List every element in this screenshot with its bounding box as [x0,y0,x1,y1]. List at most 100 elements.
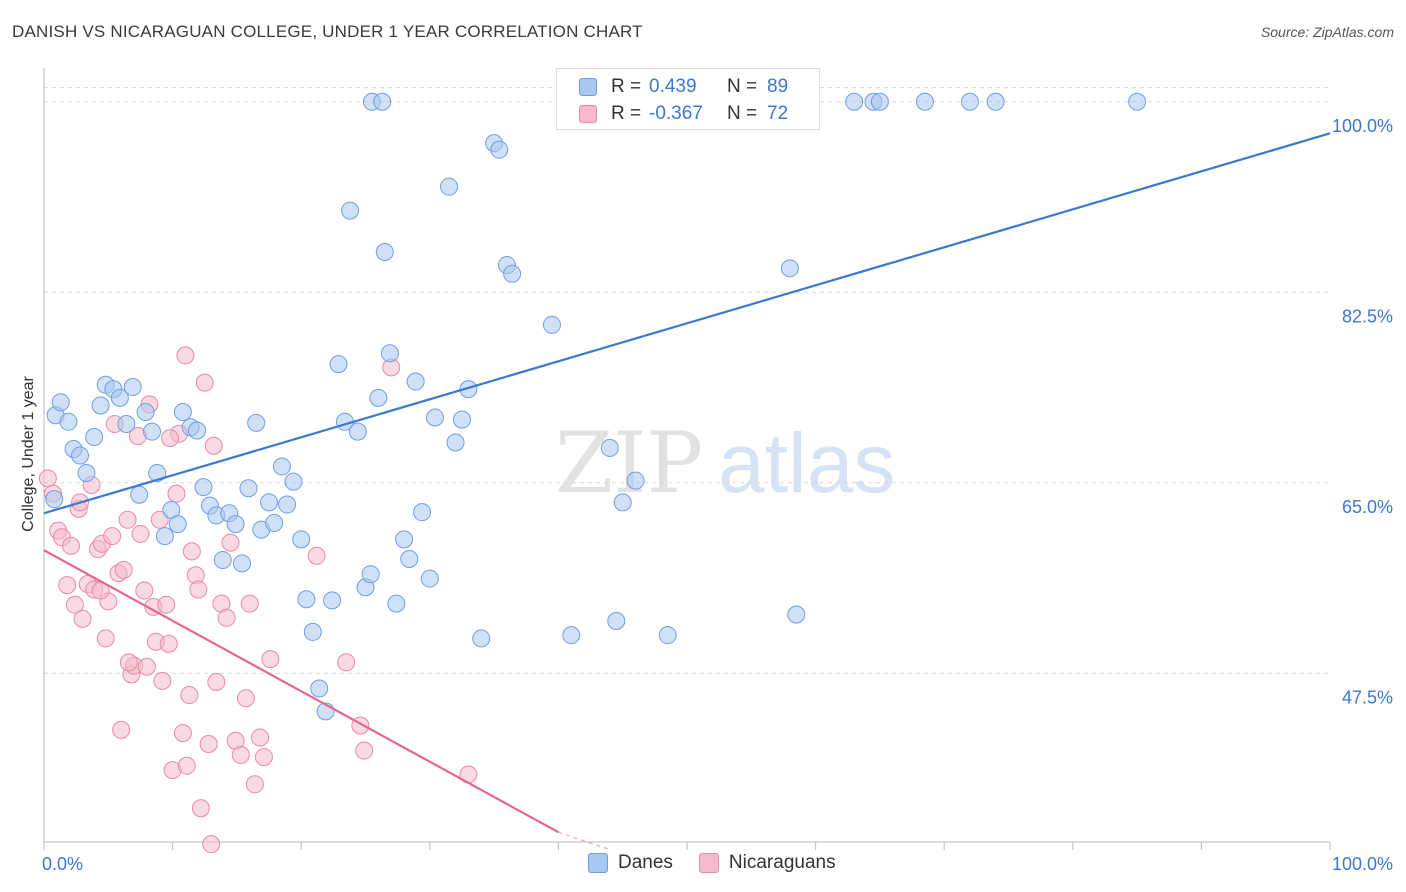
dane-point [272,457,291,476]
axes [43,68,1331,850]
dane-point [45,490,64,509]
n-value: 89 [767,76,789,97]
danes-swatch [579,78,597,96]
n-label: N = [727,103,758,124]
nicaraguans-swatch [698,853,719,873]
nicaraguan-point [245,775,264,794]
dane-point [297,590,316,609]
watermark: ZIP atlas [555,414,895,512]
dane-point [845,92,864,111]
dane-point [658,626,677,645]
y-axis-label: College, Under 1 year [20,376,37,532]
nicaraguan-point [159,634,178,653]
dane-point [780,259,799,278]
dane-point [226,515,245,534]
nicaraguan-point [221,533,240,552]
dane-point [168,515,187,534]
dane-point [77,463,96,482]
dane-point [452,410,471,429]
nicaraguan-point [135,581,154,600]
dane-point [233,554,252,573]
y-tick-label: 47.5% [1342,687,1393,707]
nicaraguan-point [180,686,199,705]
dane-point [446,433,465,452]
nicaraguan-point [96,629,115,648]
dane-point [440,177,459,196]
y-tick-label: 100.0% [1332,116,1393,136]
dane-point [329,355,348,374]
legend-row-danes: R = 0.439 N = 89 [579,74,788,100]
dane-point [562,626,581,645]
dane-point [986,92,1005,111]
dane-point [91,396,110,415]
dane-point [123,377,142,396]
nicaraguan-point [131,524,150,543]
nicaraguan-point [62,536,81,555]
nicaraguan-point [177,756,196,775]
nicaraguan-point [307,546,326,565]
dane-point [117,414,136,433]
dane-point [323,591,342,610]
dane-point [194,478,213,497]
nicaraguan-point [176,346,195,365]
dane-point [400,549,419,568]
nicaraguan-point [112,720,131,739]
dane-point [247,413,266,432]
dane-point [1128,92,1147,111]
dane-point [472,629,491,648]
nicaraguan-point [118,510,137,529]
nicaraguan-point [182,542,201,561]
dane-point [369,388,388,407]
dane-point [420,569,439,588]
y-tick-label: 82.5% [1342,306,1393,326]
dane-point [173,403,192,422]
legend-item-nicaraguans[interactable]: Nicaraguans [698,852,836,874]
dane-point [155,527,174,546]
dane-point [239,479,258,498]
nicaraguan-point [207,672,226,691]
nicaraguan-point [161,429,180,448]
nicaraguan-point [236,689,255,708]
dane-point [284,472,303,491]
dane-point [395,530,414,549]
danes-swatch [588,853,608,873]
nicaraguan-point [173,724,192,743]
nicaraguans-trend-line [43,549,559,834]
n-label: N = [727,76,758,97]
dane-point [310,679,329,698]
dane-point [459,380,478,399]
dane-point [341,201,360,220]
dane-point [148,463,167,482]
danes-trend-line [43,132,1331,515]
legend-label-nicaraguans: Nicaraguans [728,852,836,873]
dane-point [278,495,297,514]
dane-point [136,403,155,422]
nicaraguan-point [231,745,250,764]
dane-point [413,503,432,522]
nicaraguan-point [65,595,84,614]
nicaraguan-point [199,735,218,754]
dane-point [613,493,632,512]
nicaraguan-point [217,608,236,627]
stats-legend: R = 0.439 N = 89 R = -0.367 N = 72 [556,68,820,130]
nicaraguan-point [251,728,270,747]
y-tick-labels: 47.5% 65.0% 82.5% 100.0% [1332,116,1393,708]
nicaraguan-point [73,609,92,628]
nicaraguans-points [38,346,478,854]
source-label: Source: ZipAtlas.com [1260,24,1394,40]
watermark-zip: ZIP [555,414,703,512]
dane-point [425,408,444,427]
dane-point [600,438,619,457]
dane-point [542,315,561,334]
dane-point [380,344,399,363]
dane-point [348,422,367,441]
dane-point [960,92,979,111]
danes-points [45,92,1147,721]
dane-point [787,605,806,624]
dane-point [361,565,380,584]
n-value: 72 [767,103,789,124]
dane-point [292,530,311,549]
nicaraguan-point [240,594,259,613]
legend-item-danes[interactable]: Danes [588,852,673,874]
